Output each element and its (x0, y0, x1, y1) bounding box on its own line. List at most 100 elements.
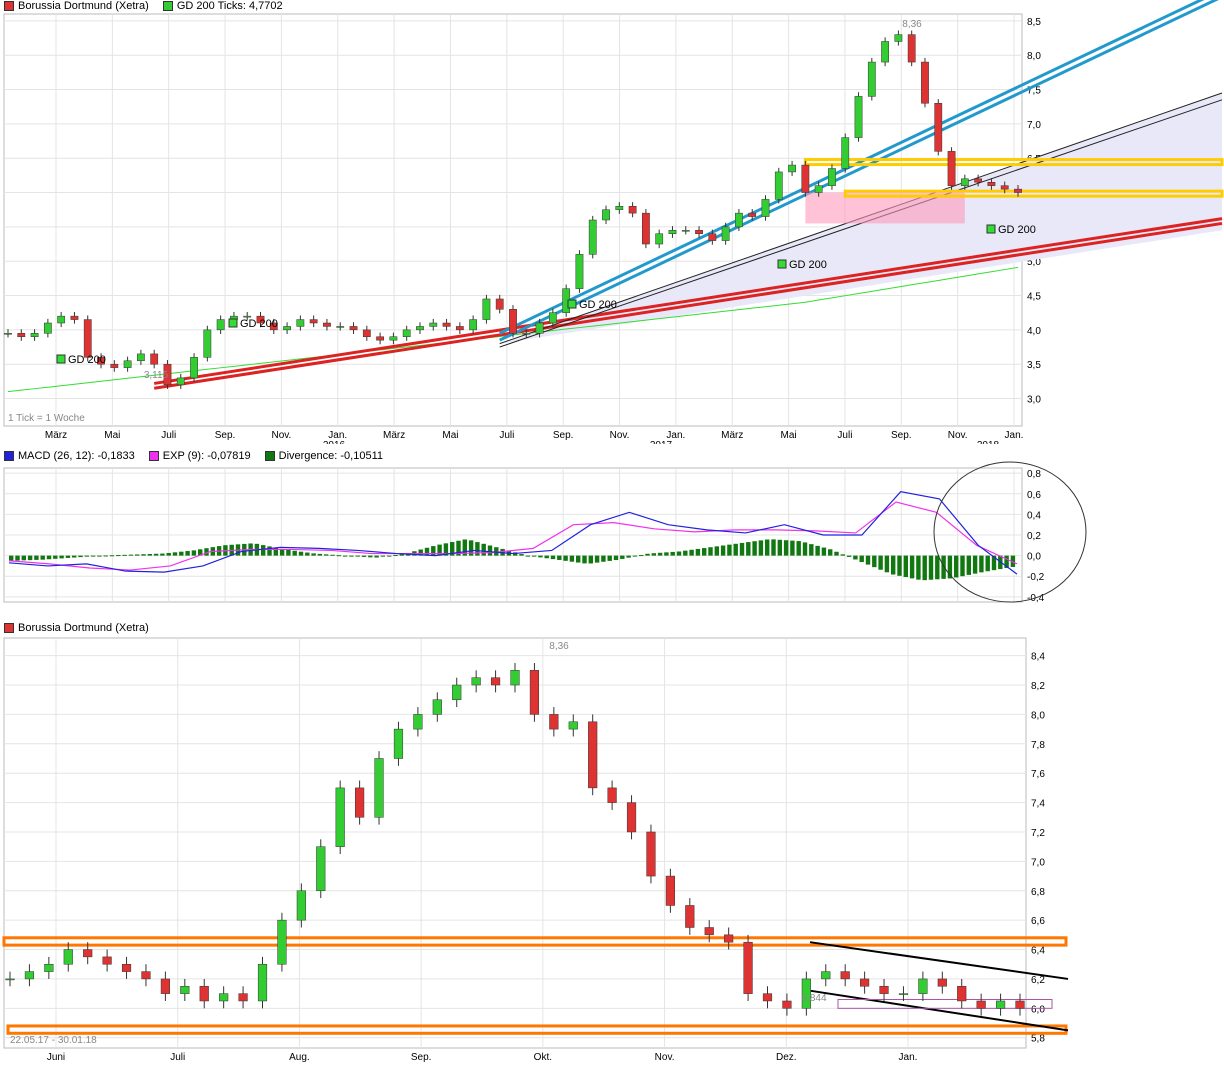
candle-up (335, 787, 345, 847)
candle-up (828, 168, 836, 186)
gd200-marker (567, 299, 577, 309)
candle-down (665, 875, 675, 906)
x-tick-label: Sep. (891, 430, 912, 441)
divergence-bar (46, 555, 52, 560)
candle-up (774, 171, 783, 200)
year-label: 2017 (650, 440, 673, 444)
candle-up (471, 677, 481, 686)
candle-down (160, 978, 170, 994)
divergence-bar (349, 555, 354, 557)
divergence-bar (639, 555, 644, 557)
x-tick-label: Jan. (899, 1052, 918, 1063)
candle-down (642, 212, 650, 245)
y-tick-label: 6,0 (1031, 1004, 1045, 1015)
divergence-bar (27, 555, 33, 561)
y-tick-label: 7,8 (1031, 740, 1045, 751)
red-trend-line (153, 217, 1223, 385)
y-tick-label: 8,4 (1031, 652, 1045, 663)
candle-down (97, 357, 105, 365)
divergence-bar (324, 554, 329, 556)
candle-up (432, 699, 442, 715)
divergence-bar (714, 546, 720, 556)
divergence-bar (601, 555, 606, 562)
candle-up (416, 326, 424, 331)
candle-down (83, 949, 93, 958)
candle-up (24, 971, 35, 980)
legend-item-signal: EXP (9): -0,07819 (148, 450, 251, 462)
divergence-bar (563, 555, 568, 561)
candle-down (442, 322, 451, 327)
legend-item-price: Borussia Dortmund (Xetra) (4, 0, 149, 12)
pink-range-box (805, 192, 965, 224)
divergence-bar (116, 555, 121, 557)
divergence-bar (481, 543, 486, 556)
legend-label-signal: EXP (9): -0,07819 (162, 450, 251, 462)
divergence-bar (185, 551, 190, 556)
candle-down (607, 787, 617, 803)
candle-up (5, 978, 15, 981)
divergence-bar (569, 555, 575, 562)
divergence-bar (683, 550, 688, 556)
divergence-bar (802, 542, 808, 556)
divergence-bar (620, 555, 625, 559)
candle-down (628, 206, 637, 214)
candle-down (1014, 188, 1022, 193)
divergence-bar (752, 541, 757, 556)
gd200-marker (228, 318, 238, 328)
y-tick-label: 0,4 (1027, 510, 1041, 521)
candle-down (907, 34, 916, 63)
divergence-bar (645, 553, 650, 556)
y-tick-label: 0,8 (1027, 469, 1041, 480)
candle-up (190, 357, 198, 379)
candle-down (860, 978, 870, 987)
divergence-bar (632, 555, 638, 557)
divergence-bar (361, 555, 367, 557)
candle-down (724, 934, 734, 943)
divergence-bar (960, 555, 965, 577)
candle-down (782, 1000, 792, 1009)
candle-down (987, 181, 996, 186)
divergence-bar (204, 548, 209, 556)
divergence-bar (853, 555, 858, 560)
tick-note: 1 Tick = 1 Woche (8, 413, 85, 424)
candle-down (947, 151, 956, 186)
panel2-legend: MACD (26, 12): -0,1833 EXP (9): -0,07819… (4, 450, 383, 462)
candle-down (141, 971, 151, 980)
gd200-label: GD 200 (998, 224, 1036, 236)
divergence-bar (374, 555, 379, 558)
divergence-bar (550, 555, 556, 560)
x-tick-label: Aug. (289, 1052, 310, 1063)
high-label: 8,36 (549, 641, 569, 652)
consolidation-box (837, 999, 1053, 1009)
divergence-bar (702, 548, 707, 556)
x-tick-label: Juli (499, 430, 514, 441)
candle-up (761, 199, 770, 217)
signal-line (8, 501, 1018, 571)
candle-up (801, 978, 811, 1009)
x-tick-label: Nov. (271, 430, 291, 441)
divergence-bar (103, 555, 108, 557)
weekly-price-chart: 8,58,07,57,06,56,05,55,04,54,03,53,0März… (3, 0, 1224, 444)
divergence-bar (834, 551, 839, 556)
candle-down (1000, 185, 1009, 190)
divergence-bar (878, 555, 883, 570)
candle-up (402, 329, 411, 337)
candle-up (894, 34, 903, 42)
candle-down (588, 721, 598, 789)
divergence-bar (670, 551, 675, 556)
divergence-bar (576, 555, 581, 563)
year-label: 2018 (977, 440, 1000, 444)
divergence-bar (273, 547, 279, 556)
divergence-bar (261, 545, 266, 556)
divergence-bar (865, 555, 871, 565)
divergence-bar (355, 555, 360, 557)
candle-up (283, 326, 291, 331)
candle-down (199, 986, 209, 1002)
divergence-bar (267, 546, 272, 556)
x-tick-label: Jan. (328, 430, 347, 441)
divergence-bar (626, 555, 631, 558)
candle-up (867, 61, 876, 97)
gd200-marker (986, 224, 996, 234)
divergence-bar (53, 555, 58, 559)
x-tick-label: Sep. (553, 430, 574, 441)
